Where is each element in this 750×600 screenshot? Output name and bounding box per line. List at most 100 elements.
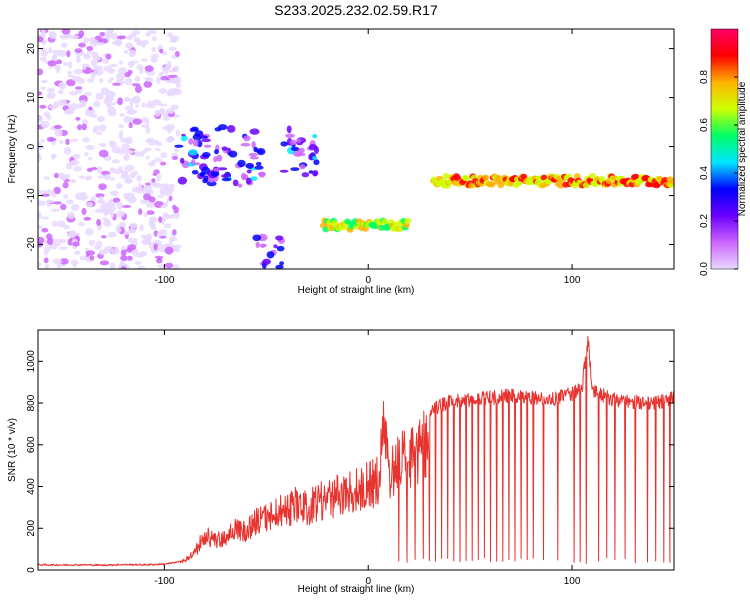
heatmap-cell-cluster-1 [243, 135, 251, 142]
heatmap-cell-noise [43, 250, 49, 256]
heatmap-cell-noise [97, 115, 105, 123]
heatmap-cell-noise [131, 83, 141, 87]
heatmap-cell-noise [40, 86, 46, 90]
heatmap-cell-noise [41, 216, 50, 220]
heatmap-cell-cluster-3 [286, 125, 292, 134]
heatmap-cell-noise [145, 155, 150, 160]
heatmap-cell-noise [56, 59, 62, 65]
heatmap-cell-noise [110, 32, 118, 40]
heatmap-cell-cluster-1 [221, 146, 228, 151]
heatmap-cell-noise [145, 103, 153, 108]
heatmap-cell-cluster-2 [252, 234, 262, 242]
heatmap-cell-noise [100, 202, 108, 211]
heatmap-xtick-label: 0 [365, 275, 371, 286]
heatmap-cell-noise [43, 176, 50, 180]
heatmap-cell-cluster-1 [232, 179, 239, 187]
heatmap-cell-noise [164, 246, 174, 255]
heatmap-cell-noise [63, 224, 70, 230]
heatmap-cell-noise [40, 47, 46, 51]
heatmap-cell-noise [141, 239, 149, 245]
heatmap-cell-cluster-1 [188, 138, 194, 145]
heatmap-cell-noise [63, 147, 72, 155]
heatmap-cell-noise [71, 75, 82, 82]
heatmap-cell-noise [150, 57, 158, 63]
heatmap-cell-noise [87, 78, 95, 83]
heatmap-cell-cluster-1 [259, 171, 265, 178]
heatmap-cell-noise [144, 65, 154, 72]
heatmap-cell-noise [70, 204, 80, 211]
heatmap-cell-noise [116, 201, 124, 210]
heatmap-cell-noise [160, 75, 169, 81]
heatmap-cell-noise [96, 240, 103, 249]
heatmap-cell-noise [47, 47, 53, 54]
heatmap-cell-noise [98, 183, 107, 191]
heatmap-cell-noise [51, 220, 58, 227]
heatmap-cell-cluster-3 [308, 144, 318, 151]
heatmap-cell-noise [129, 172, 136, 179]
heatmap-cell-cluster-1 [228, 150, 238, 158]
heatmap-cell-noise [132, 118, 142, 125]
heatmap-cell-noise [145, 182, 152, 186]
heatmap-cell-noise [61, 29, 71, 35]
heatmap-cell-noise [109, 204, 116, 213]
heatmap-cell-noise [110, 190, 119, 196]
heatmap-cell-noise [78, 30, 85, 38]
heatmap-cell-cluster-1 [245, 162, 254, 169]
heatmap-cell-noise [40, 138, 45, 143]
heatmap-cell-noise [86, 45, 94, 52]
heatmap-cell-noise [82, 63, 87, 70]
heatmap-cell-noise [97, 166, 103, 174]
heatmap-cell-noise [140, 234, 147, 239]
heatmap-frame [37, 28, 675, 270]
heatmap-cell-noise [53, 172, 60, 179]
heatmap-cell-noise [108, 140, 115, 146]
heatmap-cell-noise [171, 245, 180, 252]
heatmap-cell-noise [83, 216, 92, 221]
heatmap-cell-noise [75, 55, 81, 64]
heatmap-cell-noise [122, 205, 132, 208]
heatmap-cell-cluster-1 [245, 177, 252, 185]
heatmap-cell-noise [168, 46, 177, 51]
heatmap-cell-noise [141, 58, 148, 62]
heatmap-cell-noise [72, 241, 80, 247]
heatmap-cell-noise [149, 216, 157, 224]
heatmap-cell-noise [151, 222, 156, 229]
heatmap-cell-cluster-1 [199, 133, 205, 138]
heatmap-cell-noise [107, 199, 114, 204]
heatmap-cell-noise [41, 193, 50, 197]
heatmap-cell-noise [59, 140, 64, 144]
heatmap-cell-noise [138, 151, 145, 157]
heatmap-cell-noise [40, 56, 47, 62]
heatmap-cell-cluster-1 [250, 176, 258, 182]
heatmap-cell-cluster-3 [301, 172, 310, 178]
heatmap-cell-noise [38, 190, 47, 195]
snr-xtick-label: -100 [154, 576, 174, 587]
heatmap-cell-noise [107, 231, 117, 238]
heatmap-cell-cluster-1 [221, 177, 232, 182]
heatmap-cell-noise [112, 197, 121, 203]
heatmap-cell-noise [46, 87, 56, 93]
heatmap-cell-noise [95, 208, 102, 213]
heatmap-cell-noise [124, 77, 133, 86]
heatmap-cell-noise [104, 173, 111, 181]
heatmap-cell-noise [159, 187, 164, 196]
heatmap-cell-noise [74, 250, 81, 255]
heatmap-cell-noise [53, 201, 62, 205]
colorbar: 0.0 0.2 0.4 0.6 0.8 Normalized spectral ampl… [699, 28, 748, 276]
heatmap-cell-noise [107, 79, 113, 83]
heatmap-cell-noise [85, 144, 95, 151]
heatmap-cell-noise [97, 42, 105, 46]
heatmap-cell-band-main [454, 174, 462, 181]
heatmap-cell-noise [157, 195, 165, 198]
heatmap-cell-noise [49, 31, 57, 40]
heatmap-cell-noise [141, 102, 146, 108]
heatmap-cell-band-main [661, 177, 669, 183]
heatmap-ylabel: Frequency (Hz) [7, 115, 18, 184]
heatmap-cell-noise [164, 223, 171, 229]
heatmap-cell-noise [158, 88, 167, 94]
snr-ytick-label: 0 [26, 567, 37, 573]
heatmap-cell-cluster-3 [312, 171, 318, 177]
heatmap-cell-cluster-1 [216, 154, 223, 162]
